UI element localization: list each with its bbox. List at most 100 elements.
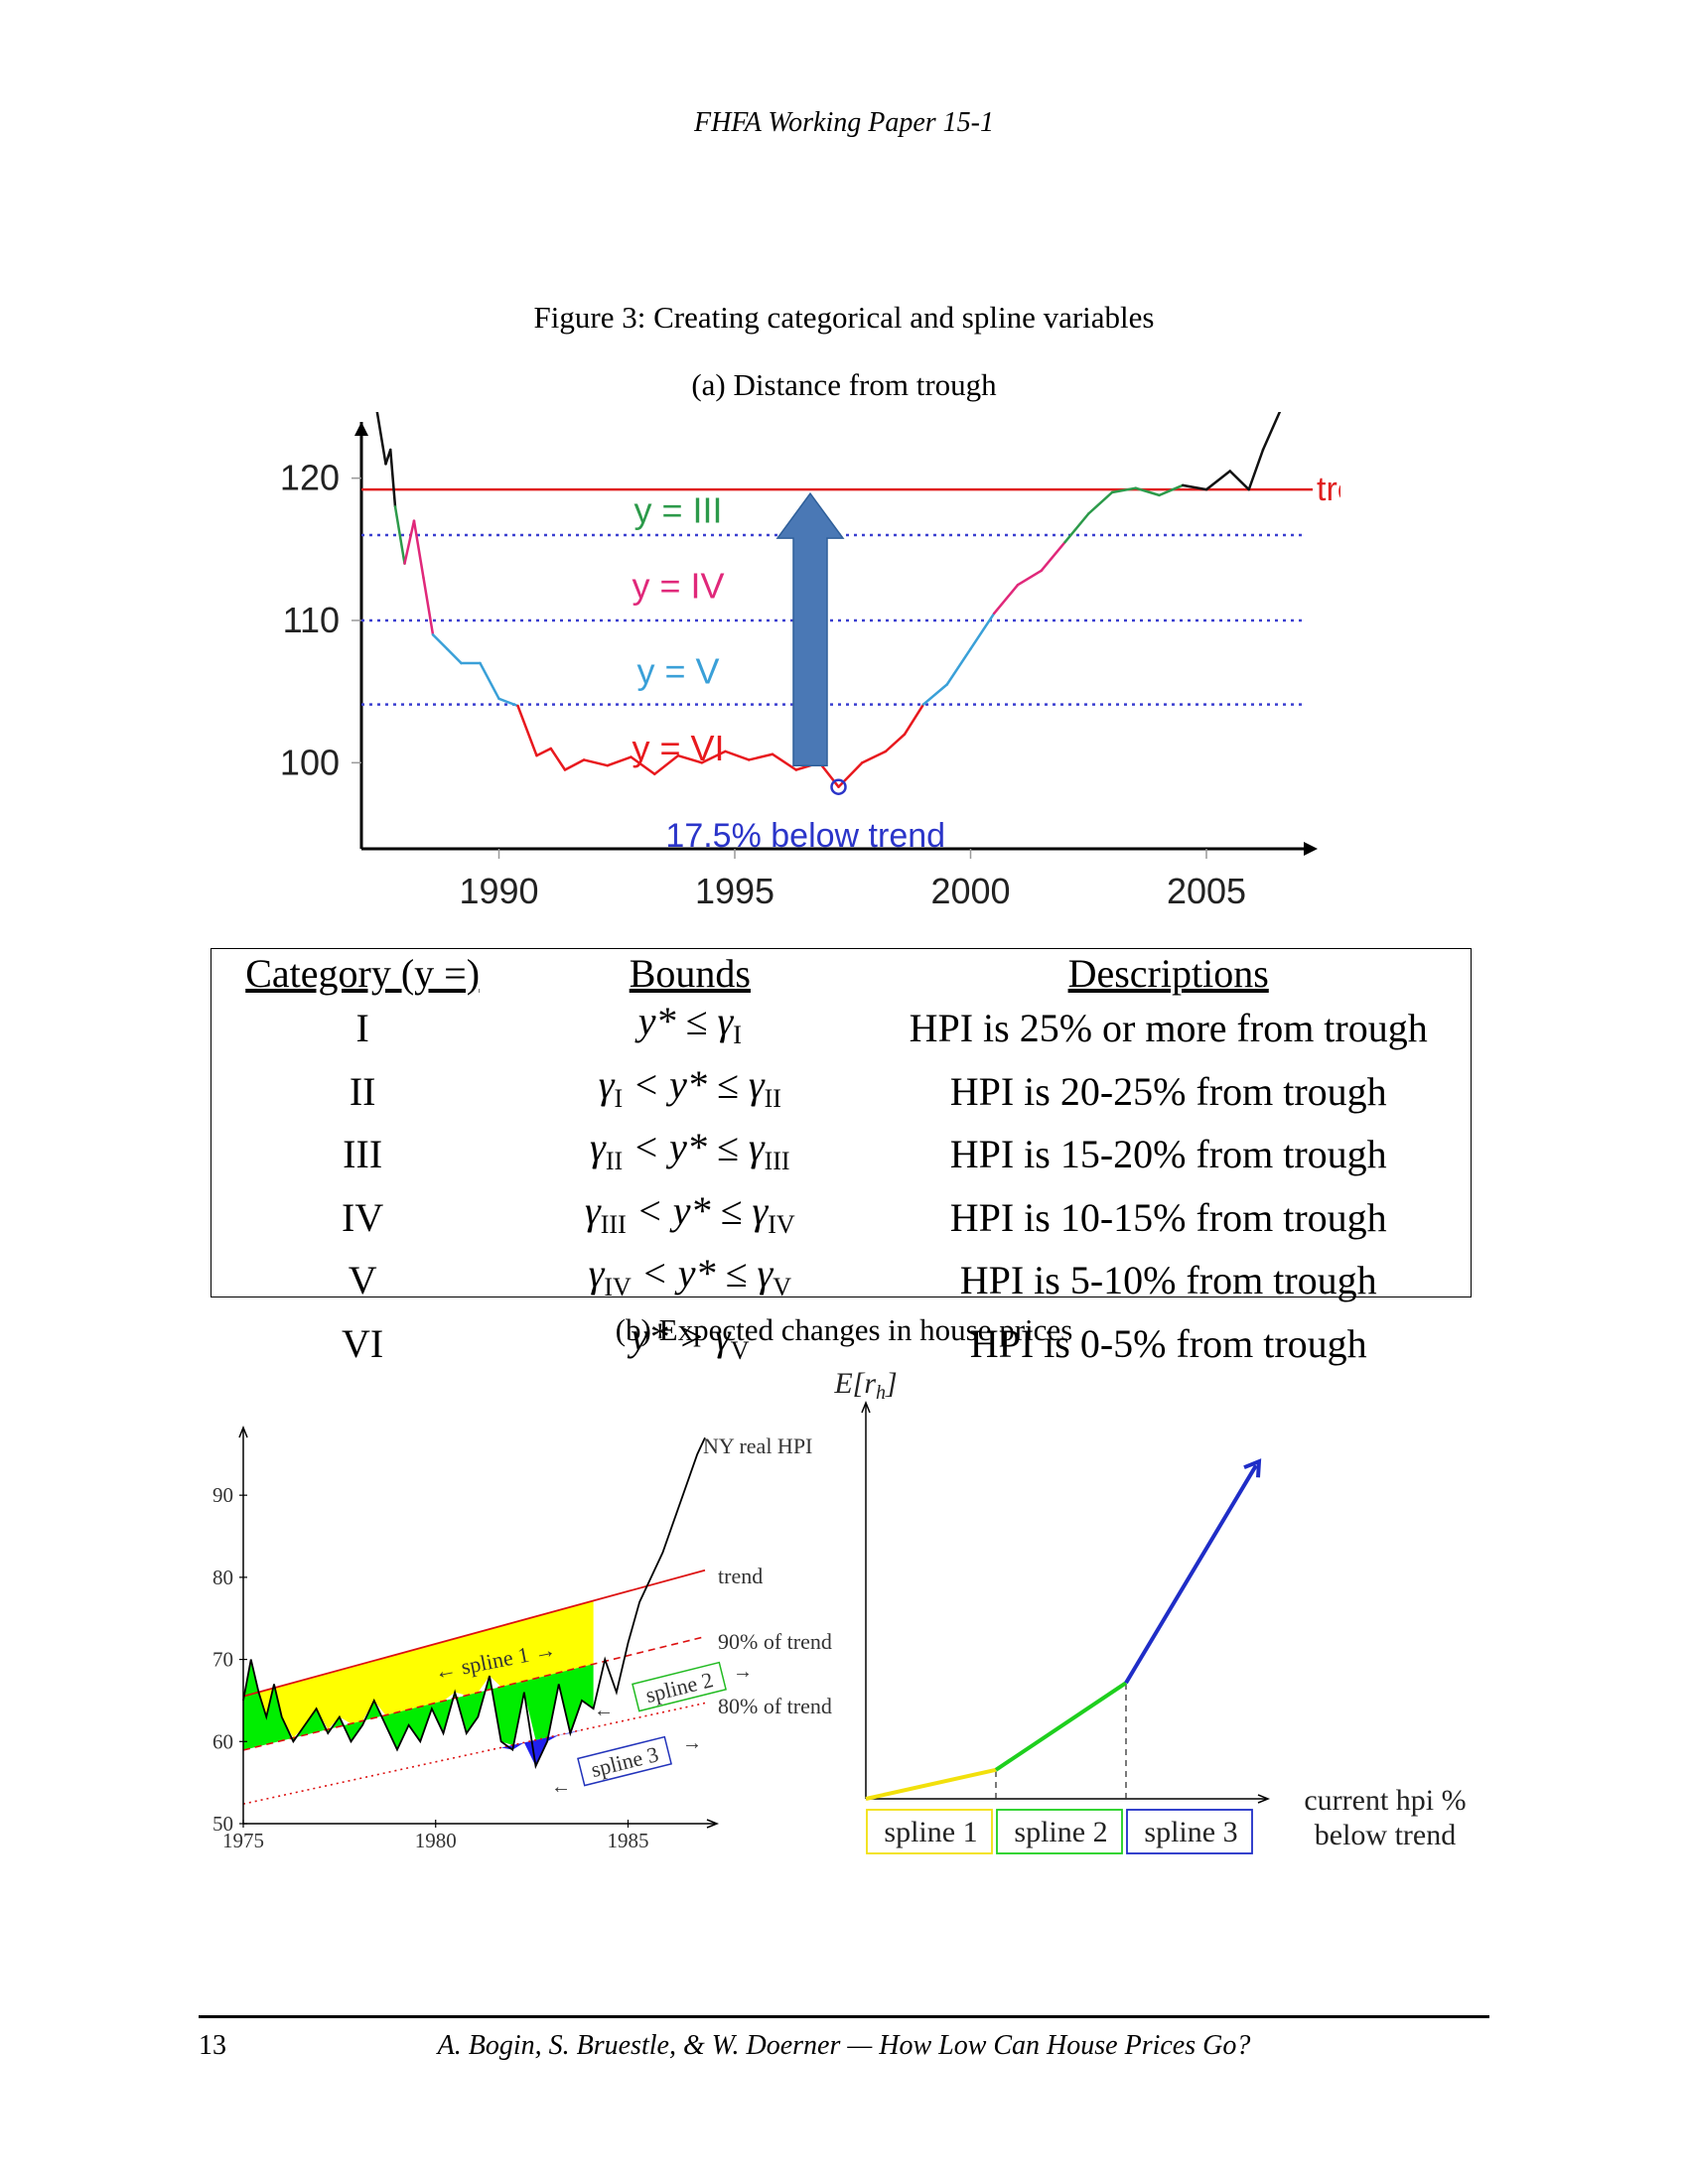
panel-b-title: (b) Expected changes in house prices bbox=[615, 1312, 1073, 1347]
x-axis-arrow bbox=[1304, 842, 1318, 856]
running-header: FHFA Working Paper 15-1 bbox=[693, 107, 995, 138]
series-segment bbox=[431, 633, 449, 650]
bound-subscript: III bbox=[600, 1209, 627, 1239]
spline-3-tag: spline 3 bbox=[577, 1735, 672, 1787]
spline-box bbox=[1126, 1809, 1253, 1854]
bounds-cell: γIV < y* ≤ γV bbox=[513, 1249, 866, 1312]
y-axis-arrow bbox=[861, 1400, 871, 1414]
trough-annotation: 17.5% below trend bbox=[665, 817, 945, 855]
spline-box bbox=[866, 1809, 993, 1854]
series-segment bbox=[700, 750, 727, 764]
panel-b-left-chart: 1975 1980 1985 50 60 70 80 90 NY real HPI trend 90… bbox=[212, 1425, 832, 1852]
spline-segment bbox=[865, 1767, 997, 1801]
x-axis-label-line-2: below trend bbox=[1315, 1819, 1456, 1851]
series-segment bbox=[1182, 483, 1208, 491]
series-segment bbox=[535, 747, 552, 757]
trend-label: trend bbox=[1317, 471, 1340, 508]
description-cell: HPI is 10-15% from trough bbox=[949, 1194, 1387, 1240]
bound-subscript: II bbox=[764, 1083, 781, 1113]
panel-a-lines bbox=[361, 412, 1313, 795]
description-cell: HPI is 15-20% from trough bbox=[949, 1132, 1387, 1176]
bound-text: γ bbox=[590, 1125, 606, 1169]
spline-2-region bbox=[243, 1659, 594, 1750]
footer-rule bbox=[199, 2015, 1489, 2018]
bounds-cell: y* > γV bbox=[513, 1312, 866, 1376]
page-number: 13 bbox=[199, 2030, 226, 2061]
spline-2-box bbox=[632, 1661, 727, 1712]
series-segment bbox=[1134, 486, 1161, 497]
description-cell: HPI is 0-5% from trough bbox=[969, 1320, 1367, 1366]
bound-text: < y* ≤ γ bbox=[623, 1125, 765, 1169]
distance-arrow bbox=[775, 491, 845, 766]
trend-80-line bbox=[242, 1702, 706, 1805]
hpi-line bbox=[242, 1436, 706, 1770]
series-segment bbox=[993, 583, 1020, 615]
category-cell: V bbox=[348, 1258, 377, 1302]
table-row: III γII < y* ≤ γIII HPI is 15-20% from tro… bbox=[211, 1123, 1471, 1186]
bound-subscript: V bbox=[773, 1273, 792, 1301]
header-category: Category (y =) bbox=[245, 951, 481, 996]
bounds-cell: γII < y* ≤ γIII bbox=[513, 1123, 866, 1186]
table-row: VI y* > γV HPI is 0-5% from trough bbox=[211, 1312, 1471, 1376]
spline-3-arrowhead bbox=[1243, 1458, 1262, 1478]
series-segment bbox=[412, 519, 425, 580]
bound-subscript: IV bbox=[604, 1273, 632, 1301]
bound-subscript: V bbox=[730, 1335, 750, 1365]
spline-2-arrow-right: → bbox=[733, 1661, 753, 1683]
bound-subscript: I bbox=[614, 1083, 624, 1113]
header-bounds: Bounds bbox=[629, 951, 751, 996]
table-row: II γI < y* ≤ γII HPI is 20-25% from trough bbox=[211, 1060, 1471, 1124]
bound-subscript: IV bbox=[768, 1209, 795, 1239]
x-tick-label: 1975 bbox=[222, 1829, 264, 1852]
series-segment bbox=[479, 661, 500, 701]
series-segment bbox=[921, 683, 948, 706]
spline-box bbox=[996, 1809, 1123, 1854]
series-segment bbox=[1158, 483, 1185, 497]
category-cell: II bbox=[349, 1068, 376, 1114]
series-segment bbox=[516, 704, 538, 757]
header-descriptions: Descriptions bbox=[1067, 951, 1269, 996]
category-cell: I bbox=[355, 1006, 369, 1050]
x-tick-label: 1980 bbox=[415, 1829, 457, 1852]
y-tick-label: 90 bbox=[212, 1483, 233, 1507]
spline-1-region bbox=[243, 1600, 594, 1738]
y-axis-label: E[rh] bbox=[833, 1367, 897, 1404]
series-segment bbox=[724, 750, 751, 761]
region-label: y = V bbox=[636, 651, 719, 692]
series-segment bbox=[630, 755, 656, 776]
series-segment bbox=[497, 697, 519, 708]
x-tick-label: 1990 bbox=[459, 871, 538, 908]
spline-2-arrow-left: ← bbox=[594, 1700, 614, 1721]
bound-text: γ bbox=[588, 1251, 605, 1296]
spline-box-label: spline 3 bbox=[1144, 1816, 1237, 1848]
series-segment bbox=[1261, 412, 1282, 452]
trend-80-label: 80% of trend bbox=[718, 1694, 832, 1718]
bound-subscript: III bbox=[764, 1147, 790, 1175]
description-cell: HPI is 20-25% from trough bbox=[949, 1068, 1387, 1114]
series-segment bbox=[1228, 470, 1250, 491]
bound-text: γ bbox=[598, 1061, 615, 1107]
series-segment bbox=[771, 752, 797, 771]
spline-3-box bbox=[577, 1735, 672, 1787]
x-axis-arrow bbox=[706, 1819, 720, 1829]
bounds-cell: γI < y* ≤ γII bbox=[513, 1060, 866, 1124]
bound-text: y* ≤ γ bbox=[637, 999, 734, 1043]
x-tick-label: 1985 bbox=[608, 1829, 649, 1852]
series-segment bbox=[582, 758, 609, 767]
series-segment bbox=[945, 647, 972, 686]
trend-90-line bbox=[242, 1635, 706, 1751]
trend-line bbox=[242, 1569, 706, 1698]
spline-2-tag: spline 2 bbox=[632, 1661, 727, 1712]
bounds-cell: γIII < y* ≤ γIV bbox=[513, 1186, 866, 1250]
series-segment bbox=[861, 750, 888, 764]
hpi-label: NY real HPI bbox=[703, 1433, 812, 1458]
x-tick-label: 2005 bbox=[1167, 871, 1246, 908]
x-axis-arrow bbox=[1257, 1794, 1271, 1804]
series-segment bbox=[1063, 512, 1090, 544]
series-segment bbox=[606, 755, 633, 767]
y-tick-label: 60 bbox=[212, 1729, 233, 1753]
panel-b-right-chart: E[rh] spline 1 spline 2 spline 3 current hpi… bbox=[833, 1367, 1467, 1854]
category-cell: III bbox=[343, 1132, 383, 1176]
